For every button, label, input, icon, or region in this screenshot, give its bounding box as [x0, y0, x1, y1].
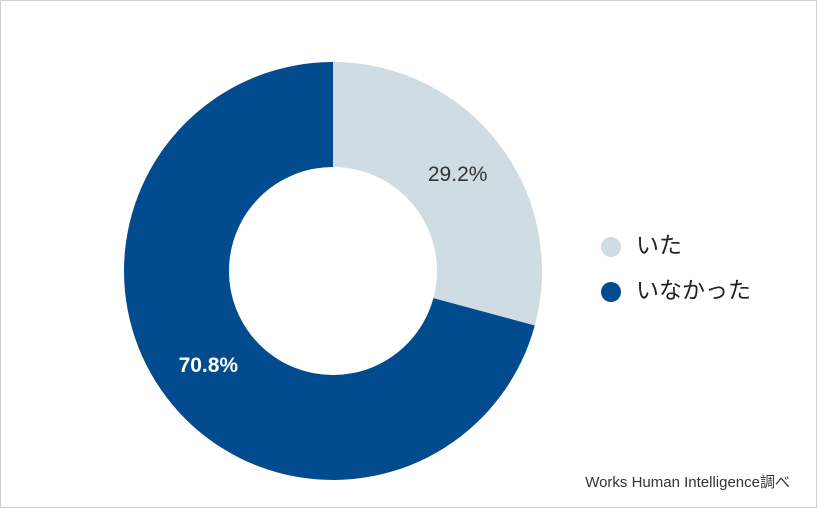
source-note: Works Human Intelligence調べ — [585, 474, 790, 491]
donut-slice — [123, 62, 535, 481]
legend-label: いた — [636, 232, 682, 258]
slice-label: 29.2% — [428, 163, 488, 186]
legend-swatch — [601, 237, 621, 257]
legend-label: いなかった — [636, 277, 751, 303]
donut-slice — [333, 62, 542, 326]
slice-label: 70.8% — [179, 354, 239, 377]
legend-swatch — [601, 282, 621, 302]
